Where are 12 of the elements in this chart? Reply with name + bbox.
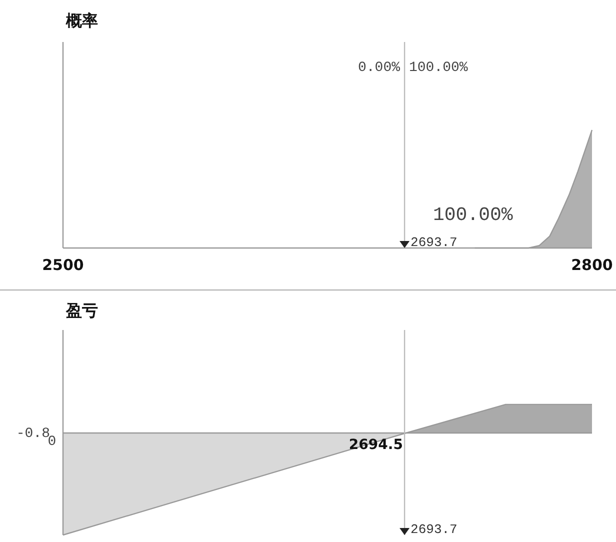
- ref-line-label: 2693.7: [410, 522, 458, 537]
- text: -0.8: [16, 426, 50, 442]
- chart-title: 概率: [65, 11, 98, 30]
- chart-title: 盈亏: [65, 301, 98, 320]
- annotation: 2694.5: [348, 437, 403, 453]
- annotation: 100.00%: [433, 204, 514, 226]
- text: 0.00%: [358, 60, 401, 76]
- text: 0: [48, 434, 56, 450]
- x-tick-label: 2500: [42, 256, 84, 274]
- ref-line-label: 2693.7: [410, 235, 458, 250]
- text: 100.00%: [409, 60, 468, 76]
- x-tick-label: 2800: [571, 256, 613, 274]
